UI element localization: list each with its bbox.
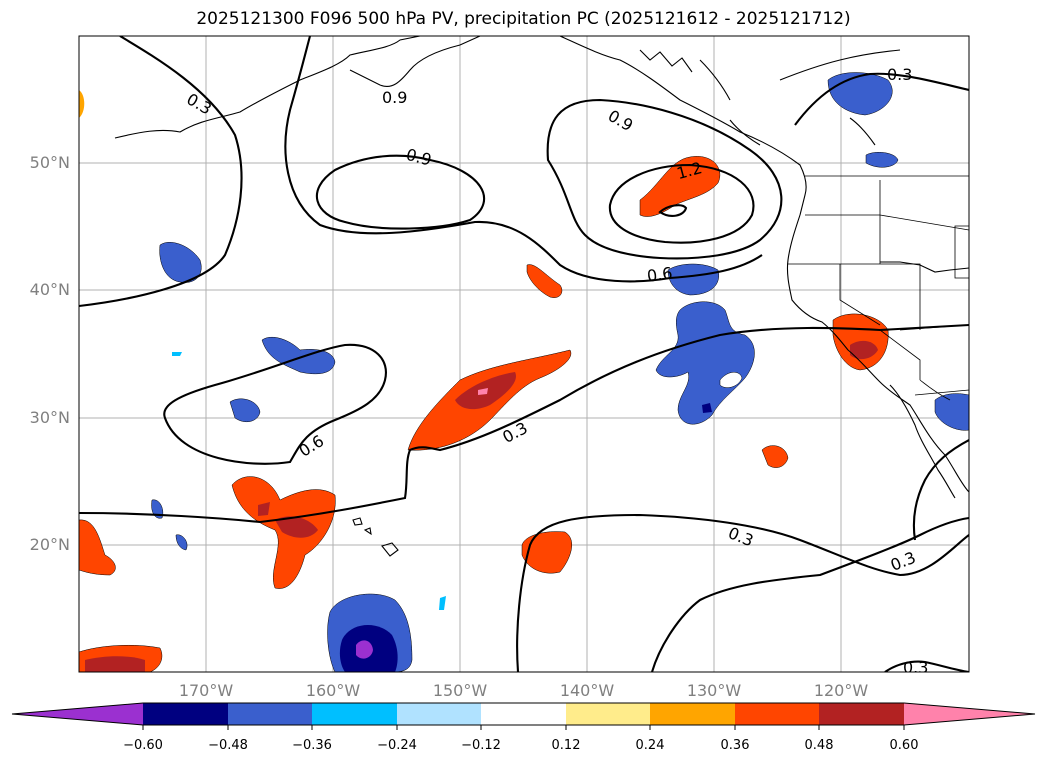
colorbar-tick-label: −0.60 bbox=[123, 738, 163, 753]
lat-tick-label: 50°N bbox=[29, 153, 70, 172]
precip-negative-areas bbox=[151, 72, 969, 672]
pv-contour-0.9-inner bbox=[315, 154, 486, 230]
precip-blob-pink bbox=[478, 388, 488, 395]
plot-title: 2025121300 F096 500 hPa PV, precipitatio… bbox=[196, 9, 851, 29]
colorbar-bin bbox=[650, 703, 735, 725]
lat-tick-label: 20°N bbox=[29, 535, 70, 554]
precip-blob-blue bbox=[261, 336, 336, 375]
colorbar-bin bbox=[312, 703, 397, 725]
colorbar-tick-label: −0.24 bbox=[377, 738, 417, 753]
colorbar-tick-label: 0.36 bbox=[720, 738, 750, 753]
pv-contours bbox=[79, 36, 969, 672]
lon-tick-label: 170°W bbox=[178, 681, 234, 700]
precip-blob-yellow bbox=[79, 90, 85, 118]
pv-contour-1.2-inner bbox=[658, 204, 688, 217]
lon-tick-label: 120°W bbox=[813, 681, 869, 700]
precip-blob-blue bbox=[655, 301, 755, 425]
map-frame bbox=[78, 35, 970, 673]
pv-contour-0.6-loop bbox=[163, 343, 387, 465]
precip-blob-blue bbox=[175, 534, 188, 551]
contour-label: 0.9 bbox=[605, 106, 637, 135]
colorbar-tick-label: 0.48 bbox=[804, 738, 834, 753]
precip-blob-blue bbox=[934, 393, 969, 431]
lat-tick-label: 40°N bbox=[29, 280, 70, 299]
colorbar-tick-label: 0.60 bbox=[889, 738, 919, 753]
contour-label: 0.9 bbox=[382, 88, 407, 107]
coastlines bbox=[114, 36, 969, 557]
colorbar-tick-label: 0.24 bbox=[635, 738, 665, 753]
precip-blob-lightblue bbox=[172, 352, 182, 356]
precip-blob-blue bbox=[667, 263, 720, 296]
colorbar-bin bbox=[143, 703, 228, 725]
colorbar-bin bbox=[481, 703, 566, 725]
contour-label: 0.3 bbox=[183, 89, 215, 118]
pv-contour-0.3-corner bbox=[884, 660, 969, 672]
lon-tick-label: 140°W bbox=[559, 681, 615, 700]
pv-contour-0.9-west bbox=[284, 36, 763, 283]
colorbar-bin bbox=[566, 703, 650, 725]
precip-positive-areas bbox=[79, 90, 889, 672]
pv-contour-1.2-outer bbox=[608, 163, 755, 244]
precip-blob-darkred bbox=[85, 656, 145, 672]
precip-blob-darkred bbox=[275, 516, 318, 538]
colorbar-extend-high bbox=[904, 703, 1035, 725]
pv-contour-0.3-central bbox=[79, 323, 969, 524]
precip-blob-lightblue bbox=[439, 596, 446, 610]
colorbar-tick-label: −0.12 bbox=[461, 738, 501, 753]
precip-blob-orange bbox=[526, 264, 563, 298]
precip-hole-white bbox=[719, 372, 743, 388]
colorbar-tick-label: −0.48 bbox=[208, 738, 248, 753]
precip-blob-darkred bbox=[850, 340, 878, 360]
lon-tick-label: 150°W bbox=[432, 681, 488, 700]
colorbar-bin bbox=[819, 703, 904, 725]
precip-blob-blue bbox=[865, 152, 899, 168]
contour-label: 0.3 bbox=[887, 65, 912, 84]
colorbar-bin bbox=[228, 703, 312, 725]
precip-blob-navy bbox=[702, 403, 712, 413]
pv-contour-0.3-southeast bbox=[650, 516, 969, 672]
contour-label: 0.3 bbox=[888, 548, 919, 575]
precip-blob-blue bbox=[159, 242, 202, 283]
lon-tick-label: 130°W bbox=[686, 681, 742, 700]
precip-blob-orange bbox=[521, 531, 573, 574]
contour-label: 0.6 bbox=[296, 431, 328, 461]
lon-tick-label: 160°W bbox=[305, 681, 361, 700]
pv-contour-0.3-northeast bbox=[794, 72, 969, 126]
precip-blob-orange bbox=[761, 445, 789, 468]
pv-contour-0.3-south bbox=[516, 513, 969, 672]
lat-tick-label: 30°N bbox=[29, 408, 70, 427]
contour-label: 0.6 bbox=[646, 263, 674, 285]
precip-blob-orange bbox=[79, 519, 116, 576]
contour-label: 0.3 bbox=[903, 658, 928, 677]
pv-contour-0.3-northwest bbox=[79, 36, 243, 308]
precip-blob-darkred bbox=[258, 502, 270, 516]
precip-blob-blue bbox=[827, 72, 893, 116]
colorbar-tick-label: −0.36 bbox=[292, 738, 332, 753]
colorbar bbox=[11, 702, 1036, 730]
precip-blob-purple bbox=[356, 640, 373, 659]
contour-labels: 0.3 0.3 0.9 0.9 0.9 1.2 0.6 0.6 0.3 0.3 … bbox=[183, 65, 928, 677]
colorbar-tick-label: 0.12 bbox=[551, 738, 581, 753]
colorbar-bin bbox=[735, 703, 819, 725]
pv-contour-0.9-east bbox=[546, 98, 783, 260]
contour-label: 0.3 bbox=[499, 418, 530, 447]
country-borders bbox=[788, 175, 969, 401]
colorbar-bin bbox=[397, 703, 481, 725]
contour-label: 0.9 bbox=[404, 145, 434, 170]
colorbar-extend-low bbox=[12, 703, 143, 725]
precip-blob-blue bbox=[229, 398, 261, 423]
pv-contour-0.3-east-edge bbox=[912, 439, 969, 541]
